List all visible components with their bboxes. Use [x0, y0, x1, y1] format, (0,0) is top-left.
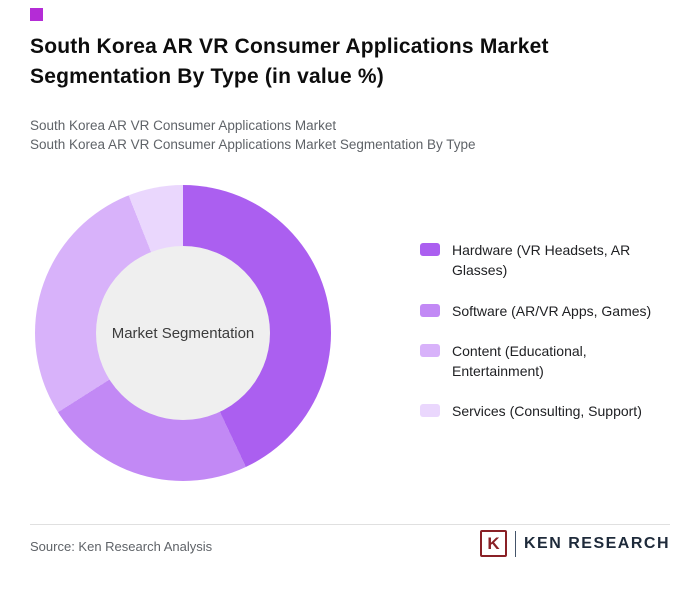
legend-swatch	[420, 404, 440, 418]
legend-swatch	[420, 343, 440, 357]
source-text: Source: Ken Research Analysis	[30, 539, 213, 554]
footer-divider	[30, 524, 670, 525]
legend-label: Hardware (VR Headsets, AR Glasses)	[452, 242, 631, 279]
donut-hole: Market Segmentation	[96, 246, 270, 420]
legend-item-content: Content (Educational, Entertainment)	[420, 341, 670, 382]
donut-center-label: Market Segmentation	[111, 324, 255, 342]
logo-separator	[514, 530, 516, 557]
legend-label: Content (Educational, Entertainment)	[452, 342, 587, 380]
logo-brand-text: KEN RESEARCH	[523, 534, 670, 552]
page-title: South Korea AR VR Consumer Applications …	[30, 35, 549, 89]
legend-label: Services (Consulting, Support)	[452, 403, 642, 420]
logo-k-icon: K	[479, 530, 507, 557]
legend-item-software: Software (AR/VR Apps, Games)	[420, 301, 670, 321]
chart-subtitle-segmentation: South Korea AR VR Consumer Applications …	[30, 137, 476, 152]
legend-swatch	[420, 303, 440, 317]
ken-research-logo: K KEN RESEARCH	[479, 530, 670, 557]
legend-item-hardware: Hardware (VR Headsets, AR Glasses)	[420, 240, 670, 281]
chart-legend: Hardware (VR Headsets, AR Glasses) Softw…	[420, 240, 670, 442]
chart-subtitle-market: South Korea AR VR Consumer Applications …	[30, 118, 337, 133]
legend-item-services: Services (Consulting, Support)	[420, 401, 670, 421]
legend-label: Software (AR/VR Apps, Games)	[452, 302, 652, 319]
donut-chart: Market Segmentation	[35, 185, 331, 481]
legend-swatch	[420, 243, 440, 256]
accent-square	[30, 8, 43, 21]
